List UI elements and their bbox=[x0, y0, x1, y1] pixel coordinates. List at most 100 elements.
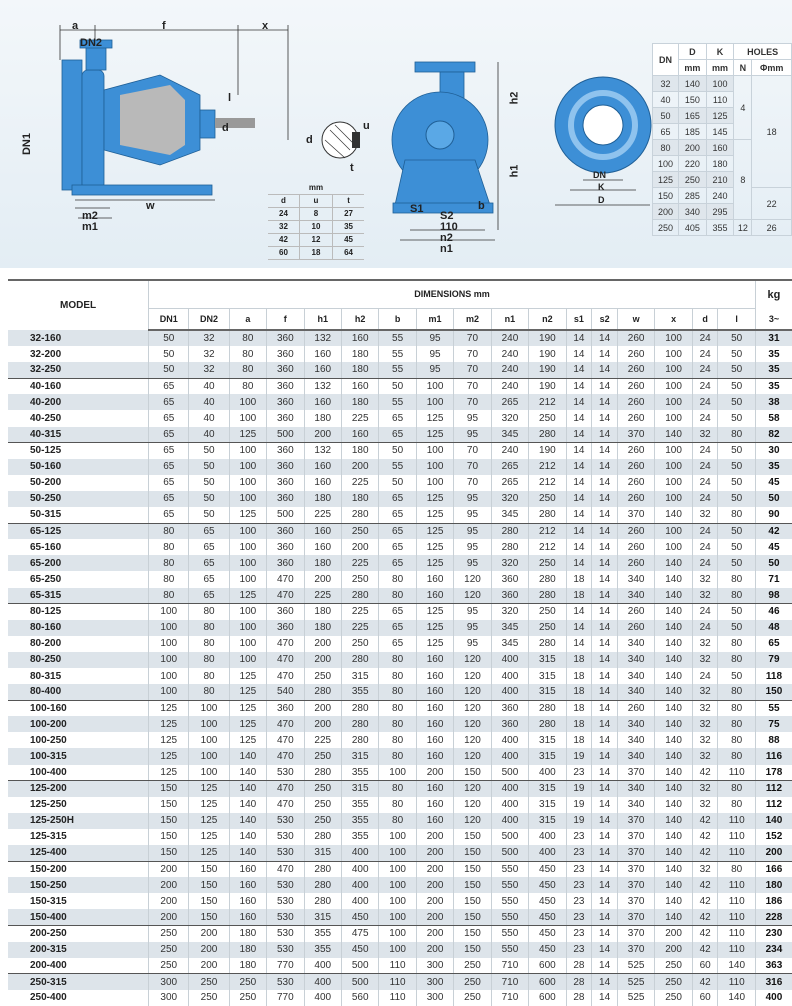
dimension-cell: 28 bbox=[565, 957, 592, 975]
dim-D-label: D bbox=[598, 195, 605, 205]
dimension-cell: 32 bbox=[691, 796, 718, 813]
dimension-cell: 40 bbox=[188, 426, 230, 444]
dimension-cell: 500 bbox=[490, 828, 529, 845]
dimension-cell: 14 bbox=[591, 474, 618, 491]
dimension-cell: 360 bbox=[490, 700, 529, 717]
key-header: u bbox=[298, 194, 333, 207]
dimension-cell: 80 bbox=[188, 684, 230, 701]
dimension-cell: 70 bbox=[453, 474, 492, 491]
dimension-cell: 400 bbox=[303, 973, 342, 990]
dimension-cell: 125 bbox=[415, 539, 454, 556]
dimension-cell: 250 bbox=[340, 571, 379, 588]
key-header: d bbox=[281, 196, 286, 205]
dimension-cell: 320 bbox=[490, 410, 529, 427]
dimension-cell: 280 bbox=[303, 877, 342, 894]
table-row: 65-125 80 65 100 360 160 250 65 125 95 280 212 14 14 2… bbox=[8, 523, 792, 540]
dimension-cell: 14 bbox=[591, 490, 618, 508]
dimension-cell: 400 bbox=[490, 667, 529, 685]
model-cell: 125-200 bbox=[8, 780, 149, 797]
dimension-cell: 80 bbox=[378, 716, 417, 733]
table-row: 150-200 200 150 160 470 280 400 100 200 150 550 450… bbox=[8, 861, 792, 878]
model-cell: 80-200 bbox=[30, 638, 62, 650]
dimension-cell: 150 bbox=[148, 796, 189, 813]
dimension-cell: 200 bbox=[303, 426, 342, 444]
dimension-cell: 42 bbox=[691, 973, 718, 990]
dimension-cell: 140 bbox=[654, 845, 693, 862]
column-header-s1: s1 bbox=[565, 308, 592, 331]
dimension-cell: 360 bbox=[266, 362, 305, 379]
dimension-cell: 80 bbox=[717, 426, 756, 444]
dimension-cell: 280 bbox=[528, 635, 567, 652]
dimension-cell: 95 bbox=[453, 523, 492, 540]
dimension-cell: 110 bbox=[378, 989, 417, 1006]
model-cell: 125-250 bbox=[30, 799, 67, 811]
flange-cell: 185 bbox=[678, 123, 707, 140]
dimension-cell: 250 bbox=[148, 925, 189, 942]
model-cell: 150-315 bbox=[30, 895, 67, 907]
dimension-cell: 100 bbox=[148, 603, 189, 620]
dimension-cell: 315 bbox=[528, 684, 567, 701]
dimension-cell: 212 bbox=[528, 539, 567, 556]
dimension-cell: 125 bbox=[148, 732, 189, 749]
dimension-cell: 65 bbox=[378, 426, 417, 444]
dimension-cell: 360 bbox=[266, 330, 305, 347]
column-header-b: b bbox=[378, 308, 417, 331]
dimension-cell: 150 bbox=[453, 877, 492, 894]
dimension-cell: 400 bbox=[528, 828, 567, 845]
dimension-cell: 95 bbox=[415, 362, 454, 379]
dimension-cell: 24 bbox=[691, 442, 718, 459]
column-header-n1: n1 bbox=[490, 308, 529, 331]
dimension-cell: 50 bbox=[717, 362, 756, 379]
pump-drawings bbox=[59, 25, 652, 241]
dimension-cell: 160 bbox=[303, 346, 342, 363]
dimension-cell: 80 bbox=[717, 861, 756, 878]
dimension-cell: 225 bbox=[340, 555, 379, 572]
dimension-cell: 65 bbox=[378, 539, 417, 556]
dimension-cell: 160 bbox=[415, 651, 454, 668]
dimension-cell: 360 bbox=[266, 410, 305, 427]
dimension-cell: 140 bbox=[654, 828, 693, 845]
dimension-cell: 19 bbox=[565, 780, 592, 797]
dimension-cell: 400 bbox=[340, 845, 379, 862]
column-header-h2: h2 bbox=[340, 308, 379, 331]
dimension-cell: 550 bbox=[490, 909, 529, 926]
dimension-cell: 140 bbox=[654, 603, 693, 620]
weight-cell: 112 bbox=[754, 780, 792, 797]
dimension-cell: 18 bbox=[565, 716, 592, 733]
dimension-cell: 110 bbox=[717, 845, 756, 862]
dimension-cell: 80 bbox=[378, 571, 417, 588]
dimension-cell: 150 bbox=[188, 909, 230, 926]
dimension-cell: 110 bbox=[378, 957, 417, 975]
dimension-cell: 140 bbox=[717, 957, 756, 975]
dimension-cell: 315 bbox=[528, 651, 567, 668]
dimension-cell: 24 bbox=[691, 603, 718, 620]
dimension-cell: 24 bbox=[691, 410, 718, 427]
dim-l-label: l bbox=[228, 92, 232, 104]
dimension-cell: 125 bbox=[188, 796, 230, 813]
table-row: 100-250 125 100 125 470 225 280 80 160 120 400 315 1… bbox=[8, 732, 792, 749]
dimension-cell: 150 bbox=[148, 828, 189, 845]
dimension-cell: 360 bbox=[266, 346, 305, 363]
flange-cell: 355 bbox=[705, 219, 735, 236]
dimension-cell: 14 bbox=[591, 796, 618, 813]
dimension-cell: 14 bbox=[565, 394, 592, 411]
dimension-cell: 280 bbox=[303, 764, 342, 782]
column-header-x: x bbox=[654, 308, 693, 331]
dimension-cell: 100 bbox=[654, 330, 693, 347]
dimension-cell: 300 bbox=[415, 957, 454, 975]
dimension-cell: 160 bbox=[303, 458, 342, 475]
dimension-cell: 260 bbox=[616, 539, 655, 556]
dimension-cell: 280 bbox=[340, 651, 379, 668]
dimension-cell: 120 bbox=[453, 571, 492, 588]
holes-phi: 18 bbox=[751, 75, 792, 188]
dimension-cell: 14 bbox=[591, 909, 618, 926]
dimension-cell: 345 bbox=[490, 635, 529, 652]
dimension-cell: 560 bbox=[340, 989, 379, 1006]
dimension-cell: 125 bbox=[188, 828, 230, 845]
dimension-cell: 65 bbox=[188, 555, 230, 572]
table-row: 50-315 65 50 125 500 225 280 65 125 95 345 280 14 14 3… bbox=[8, 507, 792, 524]
dimension-cell: 100 bbox=[654, 410, 693, 427]
dimension-cell: 540 bbox=[266, 684, 305, 701]
dimension-cell: 50 bbox=[188, 474, 230, 491]
dimension-cell: 80 bbox=[378, 684, 417, 701]
